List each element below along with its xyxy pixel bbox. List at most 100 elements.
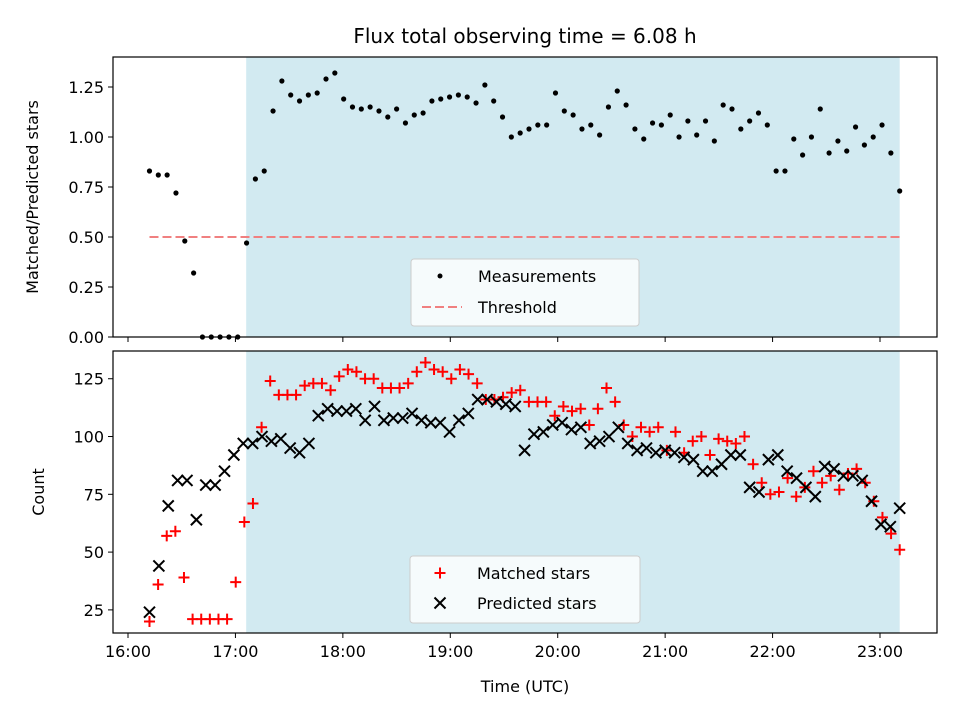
measurement-point xyxy=(341,96,347,102)
bottom-legend: Matched stars Predicted stars xyxy=(409,555,641,624)
predicted-star-marker xyxy=(208,478,222,492)
predicted-star-marker xyxy=(283,441,297,455)
predicted-star-marker xyxy=(855,474,869,487)
predicted-star-marker xyxy=(612,421,625,434)
measurement-point xyxy=(888,150,894,156)
predicted-star-marker xyxy=(884,520,897,533)
predicted-star-marker xyxy=(509,400,522,413)
matched-star-marker xyxy=(644,426,656,438)
bottom-y-tick-label: 50 xyxy=(84,543,104,562)
predicted-star-marker xyxy=(433,416,447,429)
predicted-star-marker xyxy=(462,407,475,420)
measurement-point xyxy=(808,134,815,140)
predicted-star-marker xyxy=(396,411,409,425)
matched-star-marker xyxy=(661,444,673,456)
predicted-star-marker xyxy=(358,414,372,427)
x-tick-label: 20:00 xyxy=(535,642,581,661)
measurement-point xyxy=(155,172,161,178)
predicted-star-marker xyxy=(452,414,466,427)
bottom-y-axis-label: Count xyxy=(29,468,48,516)
matched-star-marker xyxy=(411,366,423,378)
measurement-point xyxy=(667,112,673,118)
predicted-star-marker xyxy=(640,441,653,455)
measurement-point xyxy=(252,176,258,182)
matched-star-marker xyxy=(575,403,587,415)
predicted-star-marker xyxy=(312,409,325,422)
x-tick-label: 21:00 xyxy=(642,642,688,661)
predicted-star-marker xyxy=(809,490,822,503)
predicted-star-marker xyxy=(602,430,616,443)
bottom-y-tick-label: 125 xyxy=(73,370,104,389)
matched-star-marker xyxy=(782,472,794,484)
matched-star-marker xyxy=(833,484,845,496)
count-panel: 25 50 75 100 125 16:00 17:00 18:00 19:00 20:00 21… xyxy=(29,350,938,696)
matched-star-marker xyxy=(583,419,595,431)
measurement-point xyxy=(711,138,717,144)
matched-star-marker xyxy=(256,421,268,433)
predicted-star-marker xyxy=(143,605,156,619)
predicted-star-marker xyxy=(377,414,391,427)
matched-star-marker xyxy=(428,363,440,375)
measurement-point xyxy=(508,134,514,140)
predicted-star-marker xyxy=(171,474,184,487)
predicted-star-marker xyxy=(274,432,287,446)
legend-threshold-label: Threshold xyxy=(477,298,557,317)
measurement-point xyxy=(844,148,850,154)
predicted-star-marker xyxy=(780,464,794,478)
matched-star-marker xyxy=(764,488,776,500)
measurement-point xyxy=(517,130,523,136)
x-tick-label: 16:00 xyxy=(105,642,151,661)
measurement-point xyxy=(658,122,664,128)
measurement-point xyxy=(614,88,620,94)
matched-star-marker xyxy=(471,377,483,389)
matched-star-marker xyxy=(652,421,664,433)
matched-star-marker xyxy=(807,465,819,477)
measurement-point xyxy=(182,238,188,244)
measurement-point xyxy=(685,118,691,124)
measurement-point xyxy=(146,168,153,174)
chart-title: Flux total observing time = 6.08 h xyxy=(353,24,696,48)
matched-star-marker xyxy=(169,525,181,537)
matched-star-marker xyxy=(549,410,561,422)
predicted-star-marker xyxy=(724,448,738,462)
measurement-point xyxy=(720,102,726,108)
measurement-point xyxy=(411,112,417,118)
bottom-x-axis: 16:00 17:00 18:00 19:00 20:00 21:00 22:00 23:00 xyxy=(105,633,903,661)
predicted-star-marker xyxy=(499,397,513,411)
measurement-point xyxy=(385,114,391,120)
measurement-point xyxy=(349,104,356,110)
measurement-point xyxy=(826,150,832,156)
predicted-star-marker xyxy=(302,437,316,450)
predicted-star-marker xyxy=(480,393,494,406)
measurement-point xyxy=(323,76,329,82)
measurement-point xyxy=(429,98,435,104)
measurement-point xyxy=(261,168,267,174)
matched-star-marker xyxy=(721,435,733,447)
matched-star-marker xyxy=(695,431,707,443)
measurement-point xyxy=(817,106,823,112)
predicted-star-marker xyxy=(696,464,709,478)
measurement-point xyxy=(394,106,400,112)
measurement-point xyxy=(464,94,470,100)
bottom-y-tick-label: 100 xyxy=(73,428,104,447)
x-axis-label: Time (UTC) xyxy=(480,677,569,696)
measurement-point xyxy=(243,240,250,246)
predicted-star-marker xyxy=(527,428,541,441)
matched-star-marker xyxy=(592,403,604,415)
top-legend-box xyxy=(410,258,640,327)
matched-star-marker xyxy=(333,370,345,382)
measurement-point xyxy=(861,142,867,148)
predicted-star-marker xyxy=(227,448,241,462)
predicted-star-marker xyxy=(771,448,784,462)
measurement-point xyxy=(526,126,532,132)
bottom-legend-box xyxy=(409,555,641,624)
predicted-star-marker xyxy=(340,404,353,418)
x-tick-label: 18:00 xyxy=(320,642,366,661)
predicted-star-marker xyxy=(246,437,259,450)
predicted-star-marker xyxy=(668,446,681,459)
matched-star-marker xyxy=(325,384,337,396)
top-y-tick-label: 1.25 xyxy=(68,78,104,97)
predicted-star-marker xyxy=(237,437,250,450)
bottom-y-axis: 25 50 75 100 125 xyxy=(73,370,113,620)
predicted-star-marker xyxy=(630,444,644,457)
